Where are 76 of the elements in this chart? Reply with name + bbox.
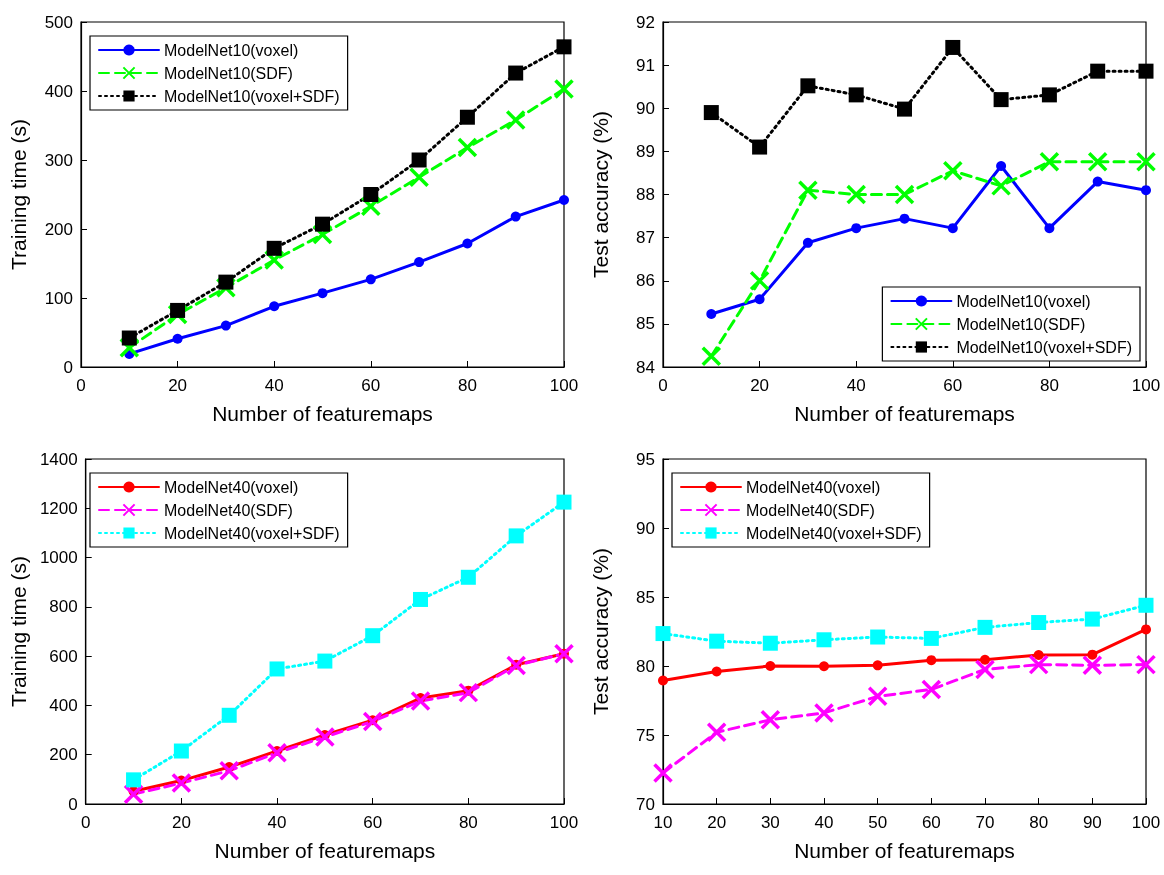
legend-label: ModelNet40(SDF) [746,501,875,519]
y-tick-label: 90 [636,518,655,538]
x-tick-label: 90 [1082,813,1102,832]
x-axis-title: Number of featuremaps [794,402,1015,425]
x-axis-title: Number of featuremaps [794,839,1015,862]
y-tick-label: 800 [49,597,78,617]
x-tick-label: 40 [264,376,284,395]
legend-label: ModelNet40(SDF) [164,501,293,519]
x-tick-label: 10 [653,813,673,832]
x-tick-label: 20 [707,813,727,832]
x-tick-label: 70 [975,813,995,832]
y-tick-label: 400 [44,81,73,101]
x-tick-label: 80 [1039,376,1059,395]
y-tick-label: 1200 [39,498,78,518]
y-axis-title: Training time (s) [7,119,30,270]
y-tick-label: 0 [63,357,73,377]
x-tick-label: 100 [549,376,579,395]
y-axis-title: Training time (s) [7,556,30,707]
y-tick-label: 1000 [39,548,78,568]
x-tick-label: 20 [750,376,770,395]
y-tick-label: 92 [636,12,655,32]
x-tick-label: 60 [921,813,941,832]
y-tick-label: 80 [636,656,655,676]
y-tick-label: 100 [44,288,73,308]
y-tick-label: 89 [636,141,655,161]
legend-label: ModelNet10(voxel+SDF) [956,338,1132,356]
x-tick-label: 60 [361,376,381,395]
legend-label: ModelNet40(voxel) [164,478,299,496]
y-tick-label: 400 [49,695,78,715]
y-axis-title: Test accuracy (%) [589,111,612,278]
x-tick-label: 40 [814,813,834,832]
x-axis-title: Number of featuremaps [214,839,436,862]
legend-label: ModelNet10(SDF) [164,64,293,82]
x-tick-label: 60 [363,813,383,832]
y-tick-label: 91 [636,55,655,75]
y-tick-label: 95 [636,449,655,469]
y-tick-label: 85 [636,314,655,334]
x-tick-label: 60 [943,376,963,395]
y-tick-label: 88 [636,185,655,204]
x-tick-label: 80 [1029,813,1049,832]
x-tick-label: 80 [457,376,477,395]
legend-label: ModelNet10(voxel) [164,41,299,59]
y-tick-label: 70 [636,794,655,814]
legend-label: ModelNet10(voxel) [956,292,1091,310]
x-tick-label: 0 [658,376,668,395]
y-tick-label: 300 [44,150,73,170]
x-tick-label: 100 [1131,376,1161,395]
legend-label: ModelNet40(voxel+SDF) [164,524,340,542]
y-tick-label: 90 [636,98,655,118]
y-tick-label: 85 [636,587,655,607]
x-tick-label: 80 [458,813,478,832]
x-tick-label: 30 [760,813,780,832]
legend-label: ModelNet40(voxel+SDF) [746,524,922,542]
y-tick-label: 75 [636,725,655,745]
y-axis-title: Test accuracy (%) [589,548,612,715]
x-tick-label: 20 [168,376,188,395]
y-tick-label: 87 [636,228,655,248]
x-tick-label: 100 [1131,813,1161,832]
y-tick-label: 600 [49,646,78,666]
y-tick-label: 84 [636,357,655,377]
y-tick-label: 0 [68,794,78,814]
y-tick-label: 200 [44,219,73,239]
x-tick-label: 50 [868,813,888,832]
x-tick-label: 100 [549,813,579,832]
x-tick-label: 40 [846,376,866,395]
legend-label: ModelNet10(voxel+SDF) [164,87,340,105]
legend-label: ModelNet10(SDF) [956,315,1086,333]
y-tick-label: 86 [636,271,655,291]
x-tick-label: 40 [267,813,287,832]
x-tick-label: 20 [171,813,191,832]
y-tick-label: 200 [49,745,78,765]
y-tick-label: 1400 [39,449,78,469]
y-tick-label: 500 [44,12,73,32]
x-tick-label: 0 [80,813,91,832]
legend-label: ModelNet40(voxel) [746,478,881,496]
x-axis-title: Number of featuremaps [212,402,433,425]
